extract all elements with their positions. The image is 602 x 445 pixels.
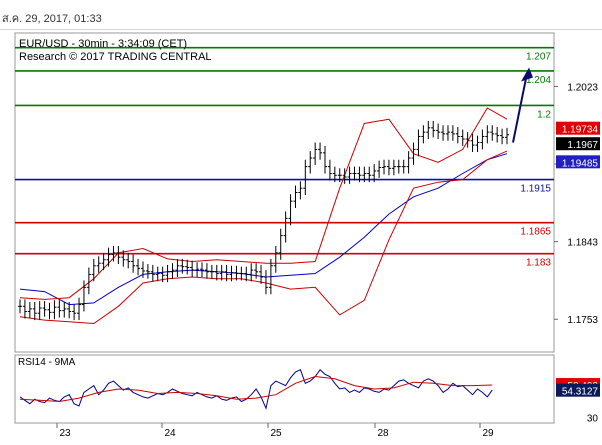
- moving-average-line: [19, 153, 508, 306]
- chart-title: EUR/USD - 30min - 3:34:09 (CET): [19, 38, 187, 50]
- price-badge-label-2: 1.19485: [562, 158, 599, 169]
- price-badge-label-0: 1.19734: [562, 125, 599, 136]
- rsi-panel-border: [14, 354, 555, 424]
- main-panel-border: [14, 32, 555, 353]
- y-tick-label-2: 1.1843: [567, 238, 598, 249]
- projection-arrow: [512, 67, 533, 143]
- x-tick-label-3: 28: [377, 428, 389, 439]
- header-date: ส.ค. 29, 2017, 01:33: [2, 13, 102, 25]
- price-badge-bg-2: [556, 155, 600, 169]
- bollinger-bands: [19, 107, 508, 325]
- level-label-5: 1.183: [526, 258, 551, 269]
- rsi-panel: 3058.49254.3127: [19, 368, 600, 424]
- y-tick-label-3: 1.1753: [567, 315, 598, 326]
- x-tick-label-4: 29: [482, 428, 494, 439]
- level-label-1: 1.204: [526, 75, 551, 86]
- arrow-shaft: [512, 73, 528, 143]
- level-label-0: 1.207: [526, 52, 551, 63]
- arrow-head: [521, 67, 533, 82]
- rsi-title: RSI14 - 9MA: [18, 357, 76, 368]
- x-tick-label-0: 23: [59, 428, 71, 439]
- bollinger-bb_lower: [19, 150, 508, 325]
- header-bar: ส.ค. 29, 2017, 01:33: [0, 0, 602, 30]
- level-lines: 1.207 1.204 1.2 1.1915 1.1865 1.183: [15, 46, 554, 269]
- rsi-line: [19, 368, 493, 410]
- y-tick-label-0: 1.2023: [567, 82, 598, 93]
- x-tick-label-1: 24: [164, 428, 176, 439]
- level-label-2: 1.2: [537, 109, 551, 120]
- rsi-ma-line: [19, 375, 493, 403]
- chart-subtitle: Research © 2017 TRADING CENTRAL: [19, 51, 212, 63]
- rsi-badge-bg-1: [556, 383, 600, 397]
- price-badge-label-1: 1.1967: [567, 140, 598, 151]
- chart-frame: [14, 32, 558, 424]
- price-badge-bg-1: [556, 137, 600, 151]
- rsi-badge-label-1: 54.3127: [562, 387, 599, 398]
- axis-labels: 1.20231.19331.18431.17531.197341.19671.1…: [56, 82, 600, 439]
- x-tick-label-2: 25: [270, 428, 282, 439]
- price-badge-bg-0: [556, 121, 600, 135]
- bollinger-bb_upper: [19, 107, 508, 300]
- level-label-3: 1.1915: [520, 184, 551, 195]
- rsi-y-tick-0: 30: [587, 413, 599, 424]
- level-label-4: 1.1865: [520, 227, 551, 238]
- price-candles: [18, 120, 509, 321]
